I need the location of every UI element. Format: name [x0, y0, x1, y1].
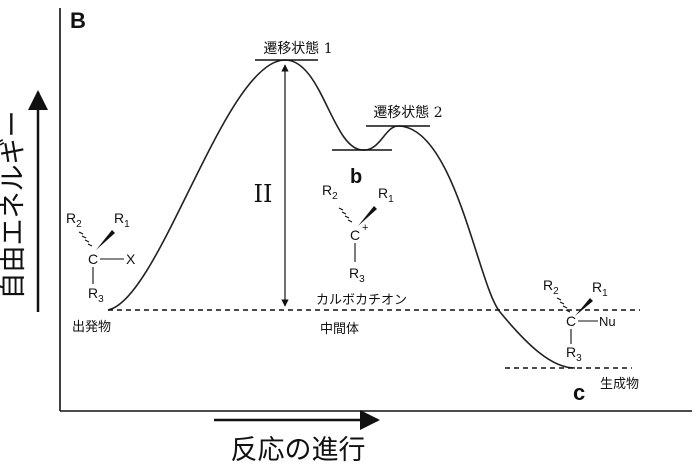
- y-axis-label: 自由エネルギー: [0, 111, 28, 300]
- intermediate-r1: R: [378, 185, 388, 201]
- intermediate-r3-sub: 3: [359, 274, 365, 285]
- product-center: C: [566, 313, 576, 329]
- svg-text:R1: R1: [114, 210, 130, 230]
- product-letter: c: [573, 380, 585, 405]
- intermediate-center: C: [350, 227, 360, 243]
- panel-label: B: [70, 8, 86, 33]
- barrier-label: II: [254, 180, 273, 208]
- svg-text:R1: R1: [378, 185, 394, 205]
- intermediate-r2-sub: 2: [332, 191, 338, 202]
- start-r2-sub: 2: [76, 219, 82, 230]
- start-molecule: R2 R1 C X R3: [66, 210, 136, 305]
- svg-text:R3: R3: [88, 285, 104, 305]
- start-label: 出発物: [72, 320, 111, 335]
- product-group: Nu: [599, 314, 616, 329]
- intermediate-molecule: R2 R1 C + R3: [322, 182, 394, 285]
- product-r3-sub: 3: [576, 353, 582, 364]
- intermediate-letter: b: [350, 166, 362, 188]
- svg-text:R3: R3: [349, 265, 365, 285]
- svg-text:R2: R2: [322, 182, 338, 202]
- intermediate-r2: R: [322, 182, 332, 198]
- product-r3: R: [566, 344, 576, 360]
- product-label: 生成物: [600, 377, 639, 392]
- start-r1-sub: 1: [124, 219, 130, 230]
- start-r2: R: [66, 210, 76, 226]
- product-r1-sub: 1: [602, 288, 608, 299]
- ts1-label: 遷移状態 1: [263, 41, 332, 57]
- svg-text:R2: R2: [543, 277, 559, 297]
- product-r1: R: [592, 279, 602, 295]
- intermediate-charge: +: [362, 222, 368, 234]
- product-molecule: R2 R1 C Nu R3: [543, 277, 616, 364]
- ts2-label: 遷移状態 2: [373, 105, 442, 121]
- intermediate-label-line2: 中間体: [320, 322, 359, 337]
- intermediate-r3: R: [349, 265, 359, 281]
- start-center: C: [88, 251, 98, 267]
- start-r3: R: [88, 285, 98, 301]
- x-axis-label: 反応の進行: [231, 435, 366, 465]
- product-r2-sub: 2: [553, 286, 559, 297]
- intermediate-r1-sub: 1: [388, 194, 394, 205]
- start-r3-sub: 3: [98, 294, 104, 305]
- svg-text:R2: R2: [66, 210, 82, 230]
- intermediate-label-line1: カルボカチオン: [316, 293, 407, 308]
- svg-text:R1: R1: [592, 279, 608, 299]
- start-group: X: [126, 251, 136, 267]
- product-r2: R: [543, 277, 553, 293]
- svg-text:R3: R3: [566, 344, 582, 364]
- start-r1: R: [114, 210, 124, 226]
